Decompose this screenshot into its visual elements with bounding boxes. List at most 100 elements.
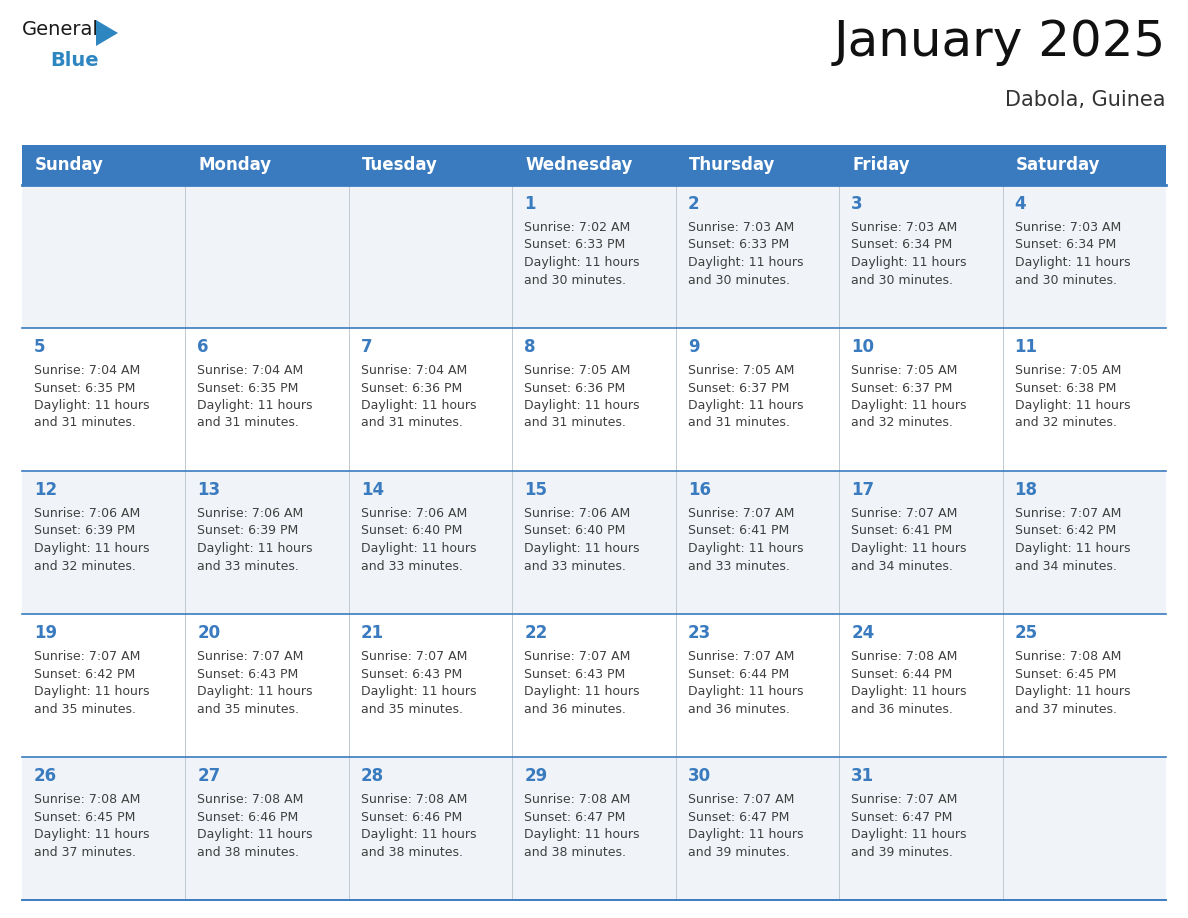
Text: Sunset: 6:39 PM: Sunset: 6:39 PM [34,524,135,538]
Text: Sunset: 6:35 PM: Sunset: 6:35 PM [197,382,299,395]
Bar [23,757,1165,900]
Text: 14: 14 [361,481,384,499]
Text: Daylight: 11 hours: Daylight: 11 hours [34,542,150,555]
Text: Sunrise: 7:06 AM: Sunrise: 7:06 AM [197,507,304,520]
Text: Sunrise: 7:03 AM: Sunrise: 7:03 AM [1015,221,1120,234]
Text: Sunset: 6:40 PM: Sunset: 6:40 PM [524,524,626,538]
Bar [23,185,1165,328]
Text: Sunrise: 7:07 AM: Sunrise: 7:07 AM [34,650,140,663]
Text: Daylight: 11 hours: Daylight: 11 hours [851,828,967,841]
Text: Sunset: 6:46 PM: Sunset: 6:46 PM [361,811,462,823]
Text: 12: 12 [34,481,57,499]
Text: Sunset: 6:34 PM: Sunset: 6:34 PM [1015,239,1116,252]
Text: Sunset: 6:36 PM: Sunset: 6:36 PM [361,382,462,395]
Text: 18: 18 [1015,481,1037,499]
Text: Daylight: 11 hours: Daylight: 11 hours [688,542,803,555]
Text: Sunset: 6:39 PM: Sunset: 6:39 PM [197,524,298,538]
Text: 23: 23 [688,624,710,642]
Text: Sunset: 6:40 PM: Sunset: 6:40 PM [361,524,462,538]
Text: Daylight: 11 hours: Daylight: 11 hours [688,399,803,412]
Text: and 34 minutes.: and 34 minutes. [851,559,953,573]
Text: Sunrise: 7:08 AM: Sunrise: 7:08 AM [361,793,467,806]
Text: Sunrise: 7:07 AM: Sunrise: 7:07 AM [524,650,631,663]
Text: 1: 1 [524,195,536,213]
Text: Sunrise: 7:04 AM: Sunrise: 7:04 AM [34,364,140,377]
Text: Sunday: Sunday [34,156,103,174]
Text: Sunrise: 7:03 AM: Sunrise: 7:03 AM [851,221,958,234]
Text: Sunrise: 7:08 AM: Sunrise: 7:08 AM [524,793,631,806]
Text: 4: 4 [1015,195,1026,213]
Text: Sunset: 6:45 PM: Sunset: 6:45 PM [34,811,135,823]
Text: and 32 minutes.: and 32 minutes. [34,559,135,573]
Text: Dabola, Guinea: Dabola, Guinea [1005,90,1165,110]
Text: Daylight: 11 hours: Daylight: 11 hours [361,542,476,555]
Text: Sunrise: 7:06 AM: Sunrise: 7:06 AM [34,507,140,520]
Text: 26: 26 [34,767,57,785]
Text: and 37 minutes.: and 37 minutes. [34,845,135,858]
Text: Daylight: 11 hours: Daylight: 11 hours [1015,256,1130,269]
Text: and 36 minutes.: and 36 minutes. [524,702,626,715]
Text: and 30 minutes.: and 30 minutes. [851,274,953,286]
Text: 20: 20 [197,624,221,642]
Text: Daylight: 11 hours: Daylight: 11 hours [688,685,803,698]
Text: Thursday: Thursday [689,156,775,174]
Text: Sunrise: 7:02 AM: Sunrise: 7:02 AM [524,221,631,234]
Text: Sunrise: 7:05 AM: Sunrise: 7:05 AM [688,364,794,377]
Text: Sunrise: 7:08 AM: Sunrise: 7:08 AM [1015,650,1121,663]
Text: 5: 5 [34,338,45,356]
Text: Sunrise: 7:07 AM: Sunrise: 7:07 AM [688,507,794,520]
Text: Sunset: 6:44 PM: Sunset: 6:44 PM [851,667,953,680]
Text: Sunset: 6:37 PM: Sunset: 6:37 PM [688,382,789,395]
Text: General: General [23,20,99,39]
Text: Sunset: 6:36 PM: Sunset: 6:36 PM [524,382,626,395]
Text: and 35 minutes.: and 35 minutes. [34,702,135,715]
Text: and 36 minutes.: and 36 minutes. [851,702,953,715]
Text: 24: 24 [851,624,874,642]
Text: Sunset: 6:35 PM: Sunset: 6:35 PM [34,382,135,395]
Text: Sunrise: 7:06 AM: Sunrise: 7:06 AM [524,507,631,520]
Text: and 37 minutes.: and 37 minutes. [1015,702,1117,715]
Text: Daylight: 11 hours: Daylight: 11 hours [197,828,312,841]
Text: Daylight: 11 hours: Daylight: 11 hours [34,685,150,698]
Text: 28: 28 [361,767,384,785]
Text: and 35 minutes.: and 35 minutes. [197,702,299,715]
Text: Sunset: 6:44 PM: Sunset: 6:44 PM [688,667,789,680]
Text: Daylight: 11 hours: Daylight: 11 hours [524,828,640,841]
Text: Daylight: 11 hours: Daylight: 11 hours [361,685,476,698]
Text: Sunrise: 7:08 AM: Sunrise: 7:08 AM [851,650,958,663]
Text: Sunset: 6:45 PM: Sunset: 6:45 PM [1015,667,1116,680]
Text: 16: 16 [688,481,710,499]
Text: and 32 minutes.: and 32 minutes. [851,417,953,430]
Text: Daylight: 11 hours: Daylight: 11 hours [197,542,312,555]
Text: Sunrise: 7:04 AM: Sunrise: 7:04 AM [197,364,304,377]
Text: 10: 10 [851,338,874,356]
Text: and 39 minutes.: and 39 minutes. [851,845,953,858]
Text: Sunset: 6:38 PM: Sunset: 6:38 PM [1015,382,1116,395]
Text: Sunset: 6:42 PM: Sunset: 6:42 PM [1015,524,1116,538]
Text: 13: 13 [197,481,221,499]
Text: 15: 15 [524,481,548,499]
Text: Wednesday: Wednesday [525,156,633,174]
Text: Sunrise: 7:07 AM: Sunrise: 7:07 AM [361,650,467,663]
Text: Sunset: 6:47 PM: Sunset: 6:47 PM [851,811,953,823]
Text: Sunset: 6:33 PM: Sunset: 6:33 PM [524,239,626,252]
Bar [1003,145,1165,185]
Text: and 32 minutes.: and 32 minutes. [1015,417,1117,430]
Text: Sunset: 6:43 PM: Sunset: 6:43 PM [361,667,462,680]
Text: 6: 6 [197,338,209,356]
Text: and 36 minutes.: and 36 minutes. [688,702,790,715]
Text: and 33 minutes.: and 33 minutes. [524,559,626,573]
Bar [23,328,1165,471]
Text: 11: 11 [1015,338,1037,356]
Text: Daylight: 11 hours: Daylight: 11 hours [524,685,640,698]
Text: 7: 7 [361,338,373,356]
Text: January 2025: January 2025 [834,18,1165,66]
Text: Daylight: 11 hours: Daylight: 11 hours [1015,542,1130,555]
Text: Sunset: 6:42 PM: Sunset: 6:42 PM [34,667,135,680]
Text: Sunrise: 7:07 AM: Sunrise: 7:07 AM [1015,507,1121,520]
Text: and 31 minutes.: and 31 minutes. [34,417,135,430]
Text: and 31 minutes.: and 31 minutes. [361,417,463,430]
Text: Sunset: 6:43 PM: Sunset: 6:43 PM [197,667,298,680]
Text: Sunrise: 7:06 AM: Sunrise: 7:06 AM [361,507,467,520]
Text: Sunset: 6:41 PM: Sunset: 6:41 PM [851,524,953,538]
